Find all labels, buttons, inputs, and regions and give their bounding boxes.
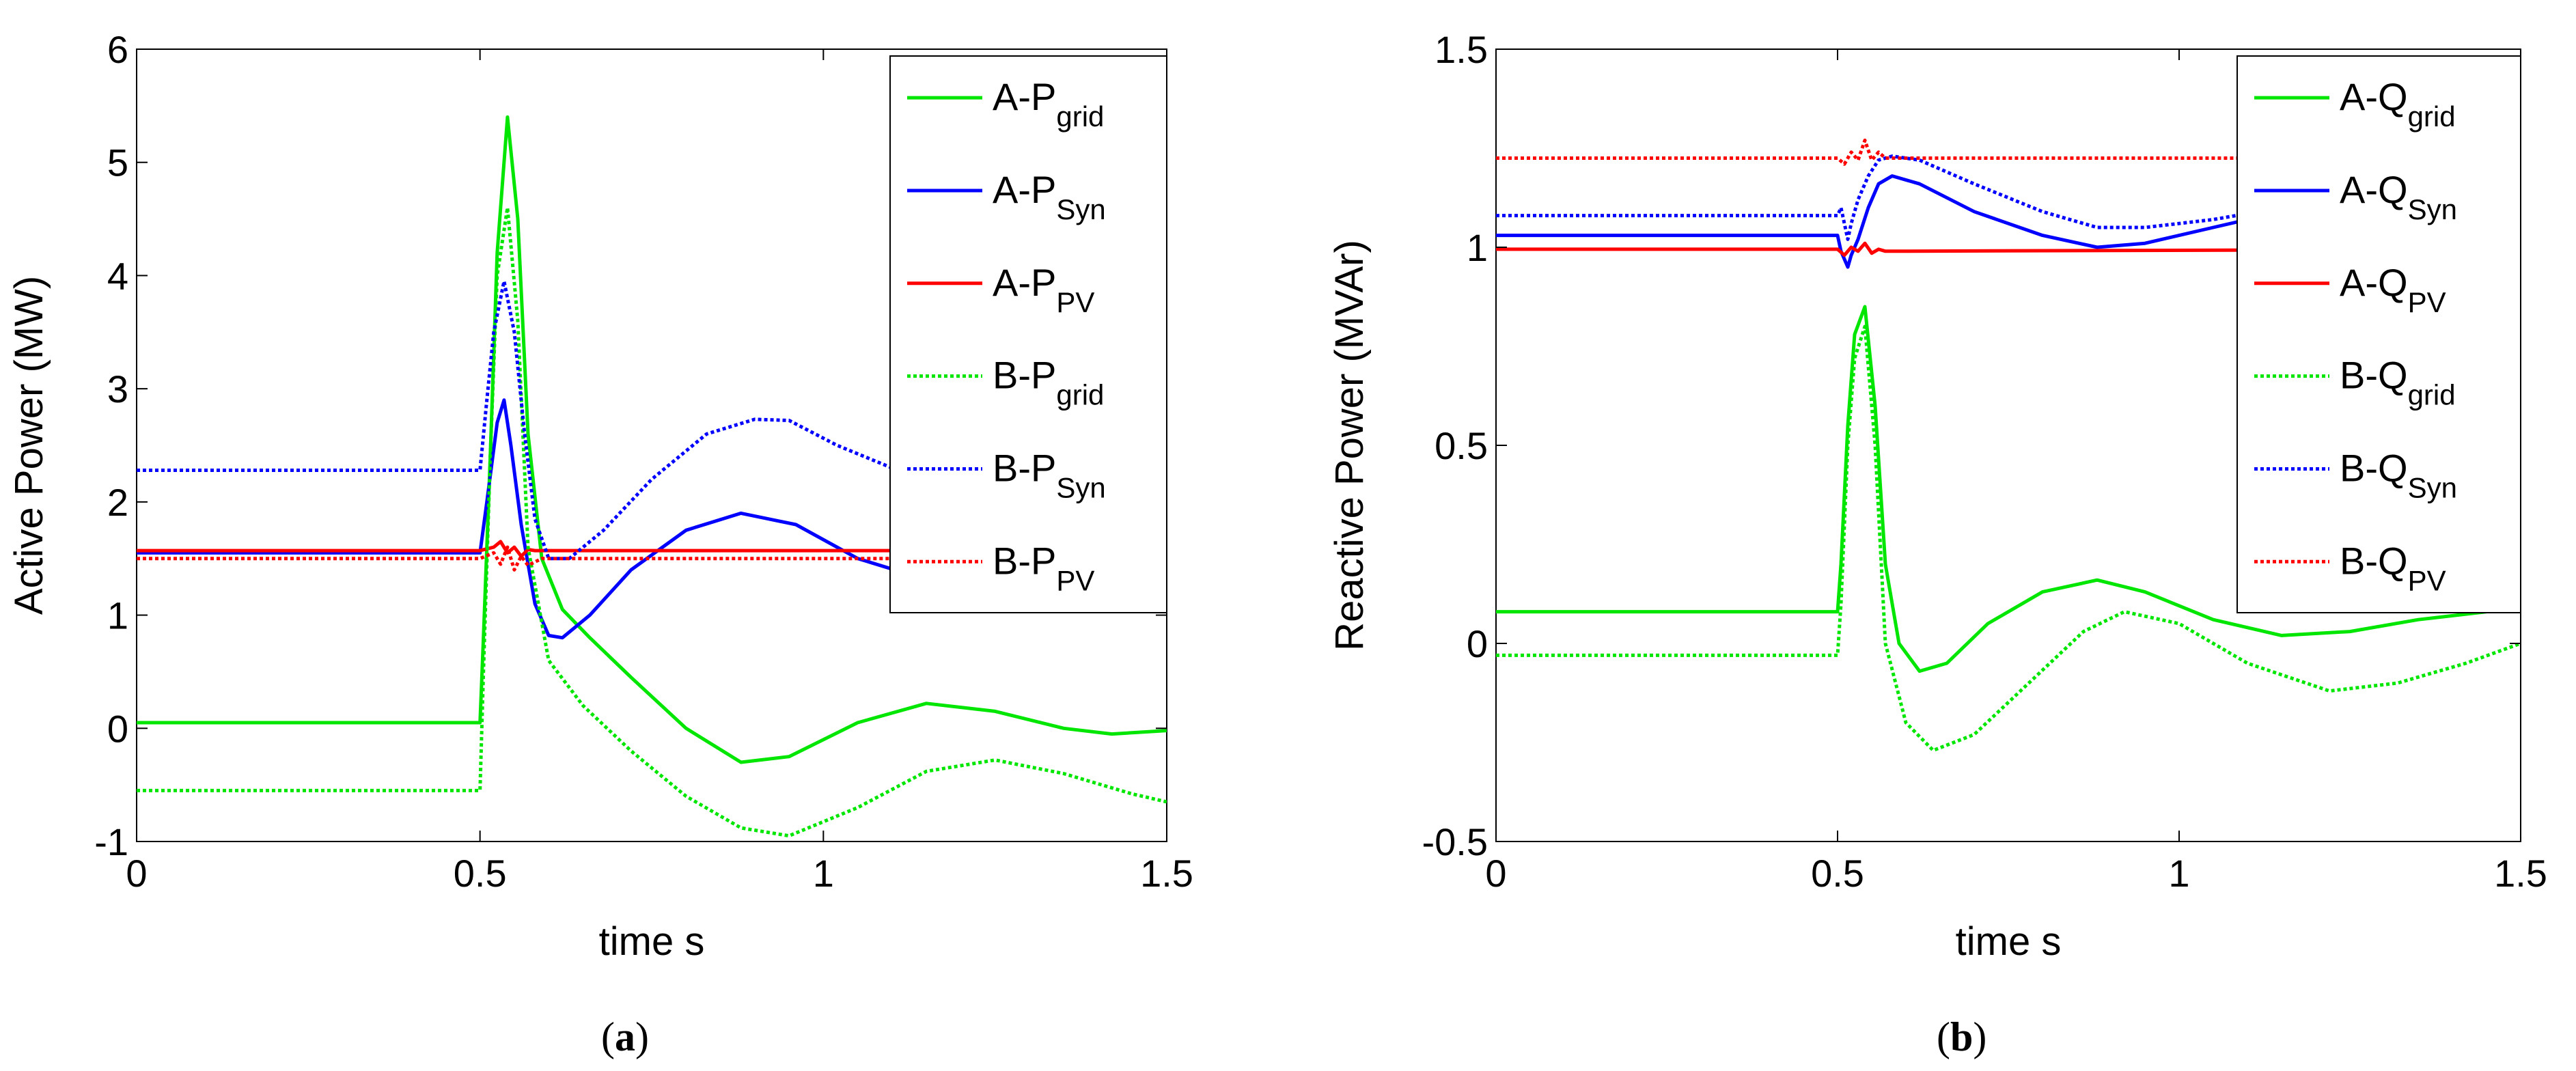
x-axis-label: time s (1956, 919, 2062, 964)
x-tick-label: 1.5 (2494, 852, 2547, 895)
y-tick-label: 0 (1467, 622, 1488, 665)
y-tick-label: -1 (94, 820, 128, 863)
y-tick-label: -0.5 (1422, 820, 1488, 863)
y-tick-label: 1 (107, 594, 128, 637)
figure-caption: (b) (1937, 1014, 1986, 1059)
x-tick-label: 1.5 (1140, 852, 1193, 895)
x-tick-label: 1 (2168, 852, 2189, 895)
x-axis-label: time s (599, 919, 705, 964)
series-line-b-p-pv (137, 545, 1167, 572)
y-tick-label: 1 (1467, 226, 1488, 269)
y-axis-label: Reactive Power (MVAr) (1327, 240, 1372, 651)
series-line-a-p-pv (137, 540, 1167, 558)
y-tick-label: 0.5 (1435, 424, 1488, 467)
y-tick-label: 0 (107, 707, 128, 750)
y-tick-label: 5 (107, 141, 128, 184)
x-tick-label: 0.5 (454, 852, 507, 895)
series-line-b-p-grid (137, 206, 1167, 838)
series-line-a-q-pv (1496, 241, 2521, 258)
legend-box (2236, 55, 2521, 613)
y-tick-label: 1.5 (1435, 28, 1488, 71)
y-tick-label: 6 (107, 28, 128, 71)
x-tick-label: 0 (1485, 852, 1506, 895)
y-axis-label: Active Power (MW) (7, 276, 51, 615)
y-tick-label: 3 (107, 367, 128, 411)
figure-caption: (a) (601, 1014, 649, 1059)
y-tick-label: 4 (107, 254, 128, 297)
x-tick-label: 0.5 (1811, 852, 1864, 895)
legend-box (889, 55, 1167, 613)
series-line-b-q-grid (1496, 324, 2521, 753)
series-line-b-q-pv (1496, 138, 2521, 166)
x-tick-label: 1 (813, 852, 834, 895)
x-tick-label: 0 (126, 852, 147, 895)
y-tick-label: 2 (107, 481, 128, 524)
series-line-a-q-grid (1496, 305, 2521, 673)
